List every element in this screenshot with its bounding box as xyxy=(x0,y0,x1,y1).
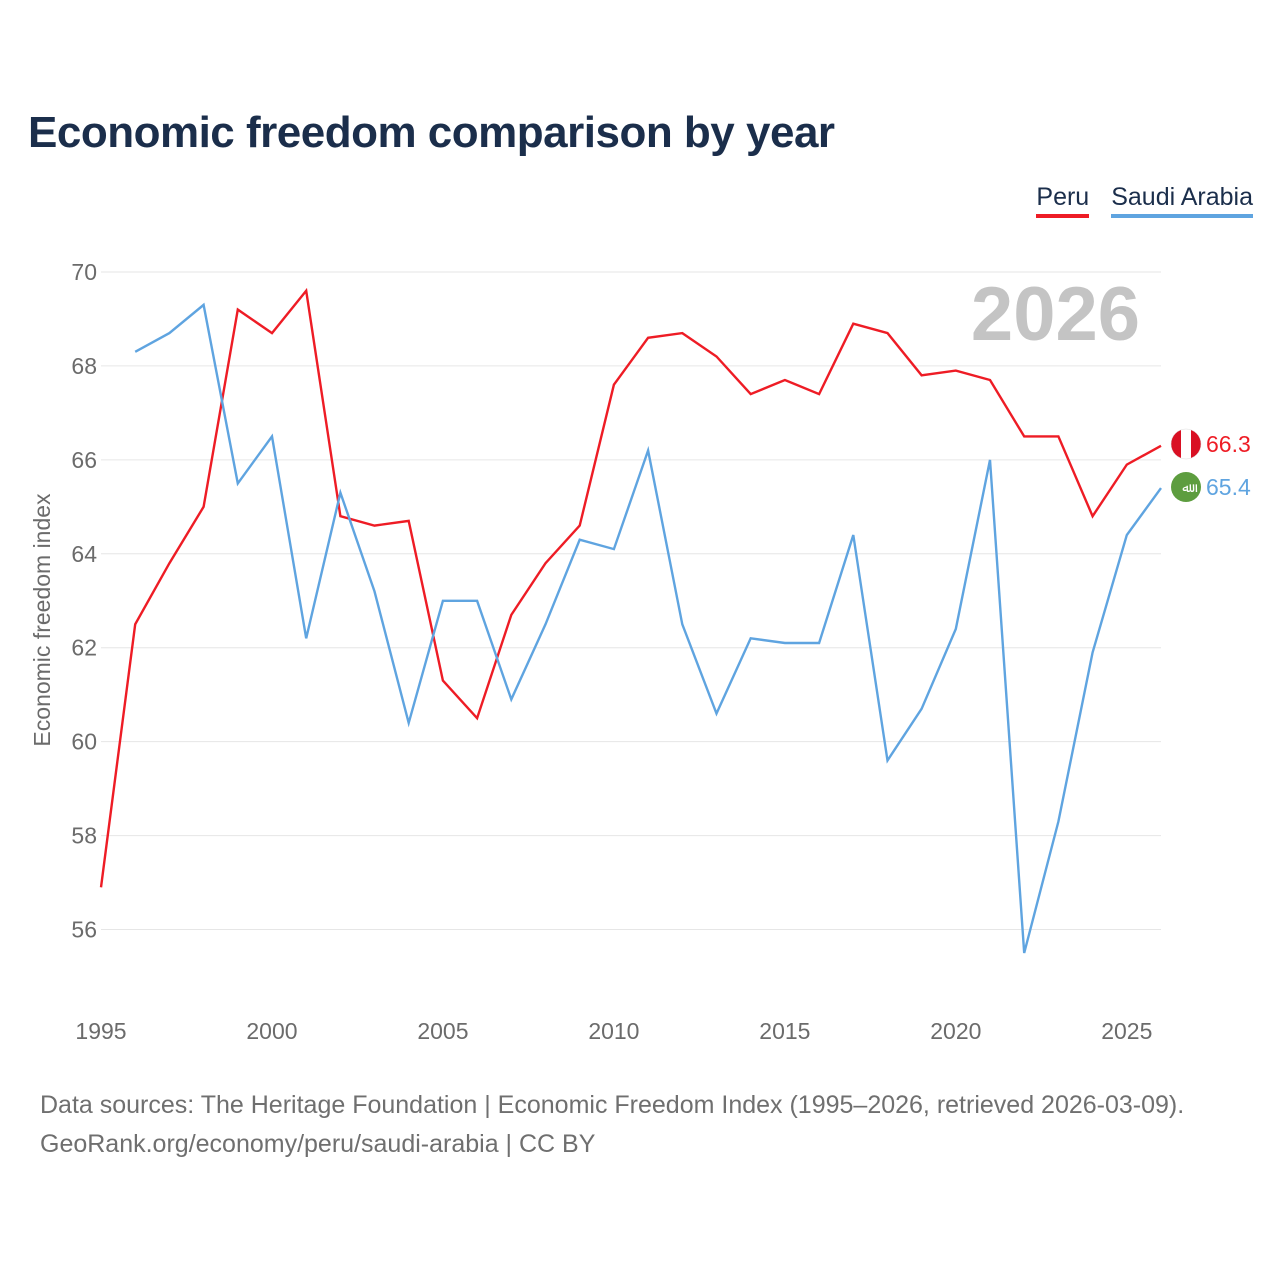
saudi-arabia-end-value: 65.4 xyxy=(1206,474,1251,500)
line-chart: 2026 56 58 60 62 64 66 68 70 1995 2000 2005 2010 20… xyxy=(29,259,1251,1044)
y-tick-label: 66 xyxy=(71,447,97,473)
y-tick-label: 64 xyxy=(71,541,97,567)
y-tick-label: 70 xyxy=(71,259,97,285)
series-line-peru[interactable] xyxy=(99,287,1162,888)
x-tick-label: 1995 xyxy=(75,1018,126,1044)
x-tick-label: 2025 xyxy=(1101,1018,1152,1044)
legend: Peru Saudi Arabia xyxy=(1036,183,1253,218)
legend-item-saudi-arabia[interactable]: Saudi Arabia xyxy=(1111,183,1253,218)
x-tick-label: 2010 xyxy=(588,1018,639,1044)
y-tick-label: 68 xyxy=(71,353,97,379)
grid-lines xyxy=(101,271,1161,931)
source-line-1: Data sources: The Heritage Foundation | … xyxy=(40,1091,1185,1119)
saudi-arabia-flag-icon: ﷲ xyxy=(1171,472,1201,502)
x-tick-label: 2015 xyxy=(759,1018,810,1044)
legend-item-peru[interactable]: Peru xyxy=(1036,183,1090,218)
y-tick-label: 60 xyxy=(71,729,97,755)
peru-flag-icon xyxy=(1170,428,1202,460)
source-line-2[interactable]: GeoRank.org/economy/peru/saudi-arabia | … xyxy=(40,1130,596,1158)
x-tick-label: 2005 xyxy=(417,1018,468,1044)
source-note: Data sources: The Heritage Foundation | … xyxy=(40,1086,1184,1164)
watermark-year: 2026 xyxy=(971,272,1140,357)
x-tick-label: 2020 xyxy=(930,1018,981,1044)
chart-title: Economic freedom comparison by year xyxy=(28,108,835,157)
series-line-saudi-arabia[interactable] xyxy=(134,302,1162,954)
y-axis-label: Economic freedom index xyxy=(29,493,55,747)
x-axis-ticks: 1995 2000 2005 2010 2015 2020 2025 xyxy=(75,1018,1152,1044)
x-tick-label: 2000 xyxy=(246,1018,297,1044)
y-axis-ticks: 56 58 60 62 64 66 68 70 xyxy=(71,259,97,943)
y-tick-label: 62 xyxy=(71,635,97,661)
y-tick-label: 56 xyxy=(71,917,97,943)
peru-end-value: 66.3 xyxy=(1206,431,1251,457)
series xyxy=(99,287,1162,954)
y-tick-label: 58 xyxy=(71,823,97,849)
